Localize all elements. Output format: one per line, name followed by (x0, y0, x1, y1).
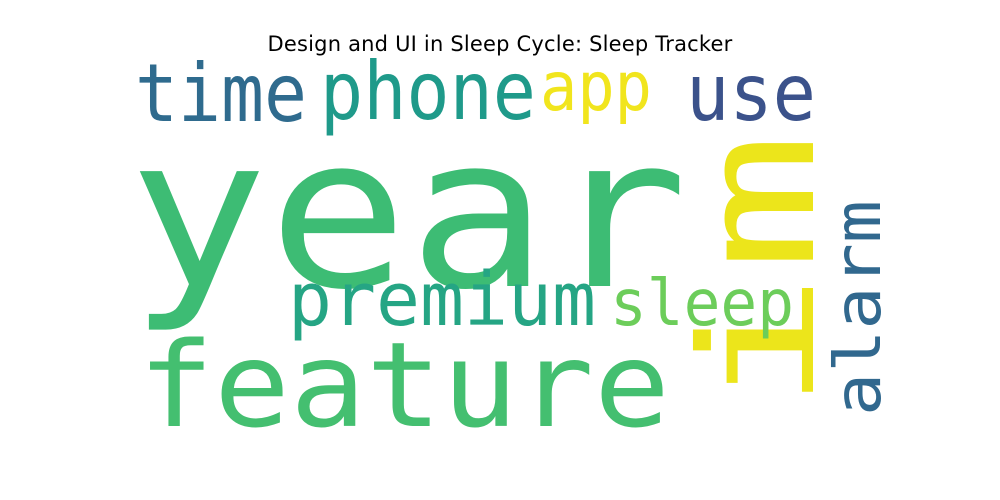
word-feature: feature (138, 316, 670, 454)
word-year: year (128, 91, 688, 336)
word-app: app (540, 48, 652, 127)
figure-title: Design and UI in Sleep Cycle: Sleep Trac… (267, 32, 733, 56)
word-im: im (667, 132, 851, 412)
word-time: time (135, 47, 307, 140)
word-alarm: alarm (822, 200, 896, 416)
word-phone: phone (320, 45, 536, 138)
word-use: use (686, 49, 816, 139)
word-premium: premium (288, 257, 596, 343)
word-sleep: sleep (610, 267, 794, 341)
